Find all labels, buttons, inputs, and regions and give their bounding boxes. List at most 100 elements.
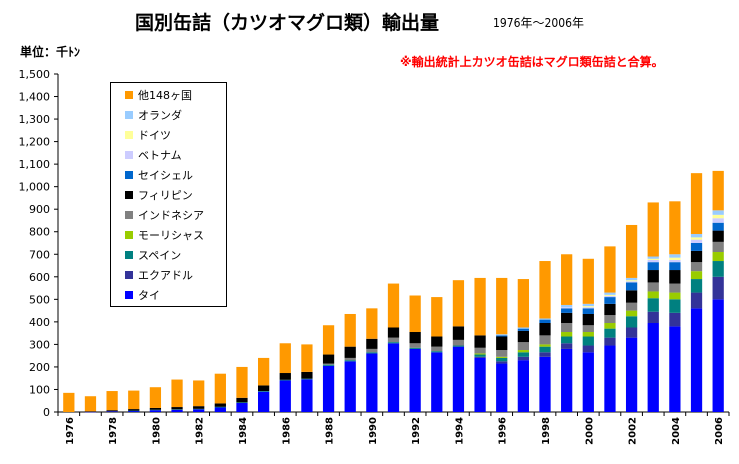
bar-segment xyxy=(301,371,313,379)
bar-segment xyxy=(539,356,551,412)
bar-segment xyxy=(625,280,638,282)
bar-segment xyxy=(604,322,616,329)
x-tick-label: 1990 xyxy=(368,417,379,445)
bar-segment xyxy=(582,308,594,314)
bar-segment xyxy=(561,307,573,309)
bar-segment xyxy=(690,243,703,251)
x-tick-label: 1980 xyxy=(151,417,162,445)
y-tick-label: 500 xyxy=(29,293,50,306)
bar-segment xyxy=(496,336,508,351)
bar-segment xyxy=(690,239,703,243)
bar-segment xyxy=(582,352,594,412)
legend-item: スペイン xyxy=(125,246,181,264)
bar-segment xyxy=(171,379,183,408)
bar-segment xyxy=(712,261,724,277)
bar-segment xyxy=(279,343,291,374)
bar-segment xyxy=(106,410,118,412)
bar-segment xyxy=(258,385,270,392)
bar-segment xyxy=(561,304,573,308)
legend-swatch xyxy=(125,231,133,239)
bar-segment xyxy=(690,262,703,272)
bar-segment xyxy=(669,299,681,313)
bar-segment xyxy=(258,357,270,386)
bar-segment xyxy=(690,173,703,234)
bar-segment xyxy=(647,262,659,271)
bar-segment xyxy=(539,344,551,347)
bar-segment xyxy=(690,308,703,412)
bar-segment xyxy=(84,411,97,412)
bar-segment xyxy=(344,360,356,362)
bar-segment xyxy=(712,210,724,215)
bar-segment xyxy=(582,307,594,309)
bar-segment xyxy=(387,342,400,344)
bar-segment xyxy=(149,387,162,408)
bar-segment xyxy=(690,292,703,309)
x-tick-label: 1988 xyxy=(325,417,336,445)
legend-label: 他148ヶ国 xyxy=(138,89,192,102)
legend-label: エクアドル xyxy=(138,269,193,282)
x-tick-label: 2000 xyxy=(584,417,595,445)
bar-segment xyxy=(669,259,681,263)
bar-segment xyxy=(561,348,573,412)
bar-segment xyxy=(712,218,724,223)
y-tick-label: 1,000 xyxy=(19,181,51,194)
legend-label: インドネシア xyxy=(138,209,204,222)
bar-segment xyxy=(539,318,551,320)
bar-segment xyxy=(409,332,421,344)
bar-segment xyxy=(301,379,313,412)
bar-segment xyxy=(517,330,529,343)
bar-segment xyxy=(669,326,681,412)
bar-segment xyxy=(625,316,638,328)
bar-segment xyxy=(431,297,443,337)
y-tick-label: 400 xyxy=(29,316,50,329)
bar-segment xyxy=(149,407,162,410)
bar-segment xyxy=(452,339,465,346)
bar-segment xyxy=(582,258,594,304)
legend-item: モーリシャス xyxy=(125,226,204,244)
bar-segment xyxy=(387,327,400,338)
bar-segment xyxy=(214,407,226,412)
bar-segment xyxy=(322,363,335,365)
bar-segment xyxy=(387,343,400,412)
bar-segment xyxy=(322,354,335,364)
bar-segment xyxy=(258,391,270,392)
legend-label: タイ xyxy=(138,289,160,302)
x-tick-label: 1994 xyxy=(454,417,465,445)
bar-segment xyxy=(647,311,659,323)
bar-segment xyxy=(236,402,248,403)
bar-segment xyxy=(625,327,638,338)
bar-segment xyxy=(517,360,529,412)
bar-segment xyxy=(431,351,443,353)
legend-item: セイシェル xyxy=(125,166,193,184)
bar-segment xyxy=(625,282,638,291)
chart-bars xyxy=(63,170,724,413)
bar-segment xyxy=(517,350,529,353)
legend-item: フィリピン xyxy=(125,186,193,204)
bar-segment xyxy=(496,335,508,337)
legend-label: セイシェル xyxy=(138,169,193,182)
bar-segment xyxy=(84,411,97,413)
bar-segment xyxy=(301,344,313,372)
bar-segment xyxy=(322,365,335,412)
bar-segment xyxy=(496,356,508,358)
bar-segment xyxy=(669,292,681,300)
y-tick-label: 1,100 xyxy=(19,158,51,171)
bar-segment xyxy=(625,224,638,278)
y-tick-label: 600 xyxy=(29,271,50,284)
bar-segment xyxy=(171,407,183,410)
bar-segment xyxy=(366,308,378,339)
bar-segment xyxy=(712,276,724,300)
bar-segment xyxy=(366,352,378,354)
bar-segment xyxy=(387,283,400,328)
bar-segment xyxy=(604,315,616,323)
bar-segment xyxy=(625,310,638,317)
bar-segment xyxy=(63,392,75,412)
bar-segment xyxy=(452,346,465,412)
bar-segment xyxy=(322,325,335,355)
bar-segment xyxy=(647,298,659,312)
bar-segment xyxy=(669,312,681,327)
bar-segment xyxy=(669,270,681,284)
legend-item: ベトナム xyxy=(125,146,182,164)
bar-segment xyxy=(625,302,638,311)
bar-segment xyxy=(517,342,529,351)
